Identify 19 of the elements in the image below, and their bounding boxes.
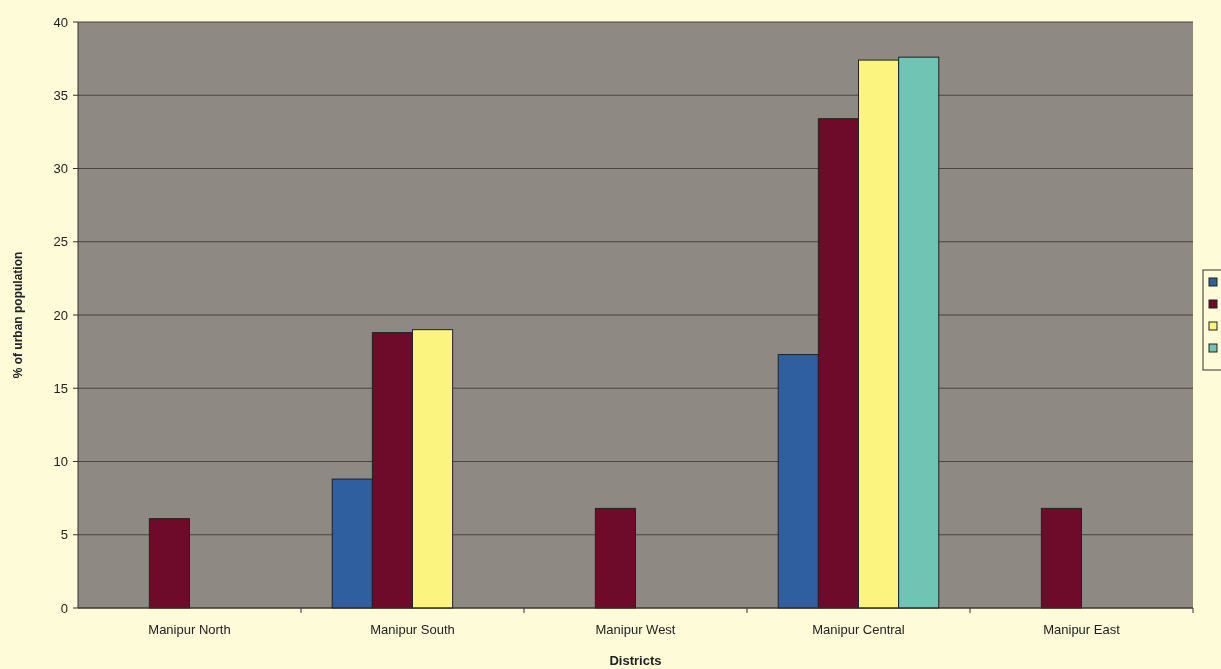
- y-tick-label: 15: [53, 380, 68, 396]
- y-tick-label: 0: [60, 600, 68, 616]
- bar: [594, 507, 636, 609]
- y-axis-title: % of urban population: [11, 251, 25, 379]
- x-tick-label: Manipur East: [1043, 622, 1121, 637]
- y-tick-label: 5: [60, 527, 68, 543]
- bar: [1040, 507, 1082, 609]
- bar: [148, 518, 190, 609]
- x-tick-label: Manipur Central: [812, 622, 905, 637]
- x-tick-label: Manipur West: [595, 622, 676, 637]
- y-tick-label: 25: [53, 234, 68, 250]
- x-axis-title: Districts: [609, 653, 662, 668]
- y-tick-label: 35: [53, 87, 68, 103]
- y-tick-label: 20: [53, 307, 68, 323]
- y-tick-label: 10: [53, 454, 68, 470]
- x-tick-label: Manipur North: [148, 622, 231, 637]
- y-tick-label: 40: [53, 14, 68, 30]
- y-tick-label: 30: [53, 161, 68, 177]
- x-tick-label: Manipur South: [370, 622, 455, 637]
